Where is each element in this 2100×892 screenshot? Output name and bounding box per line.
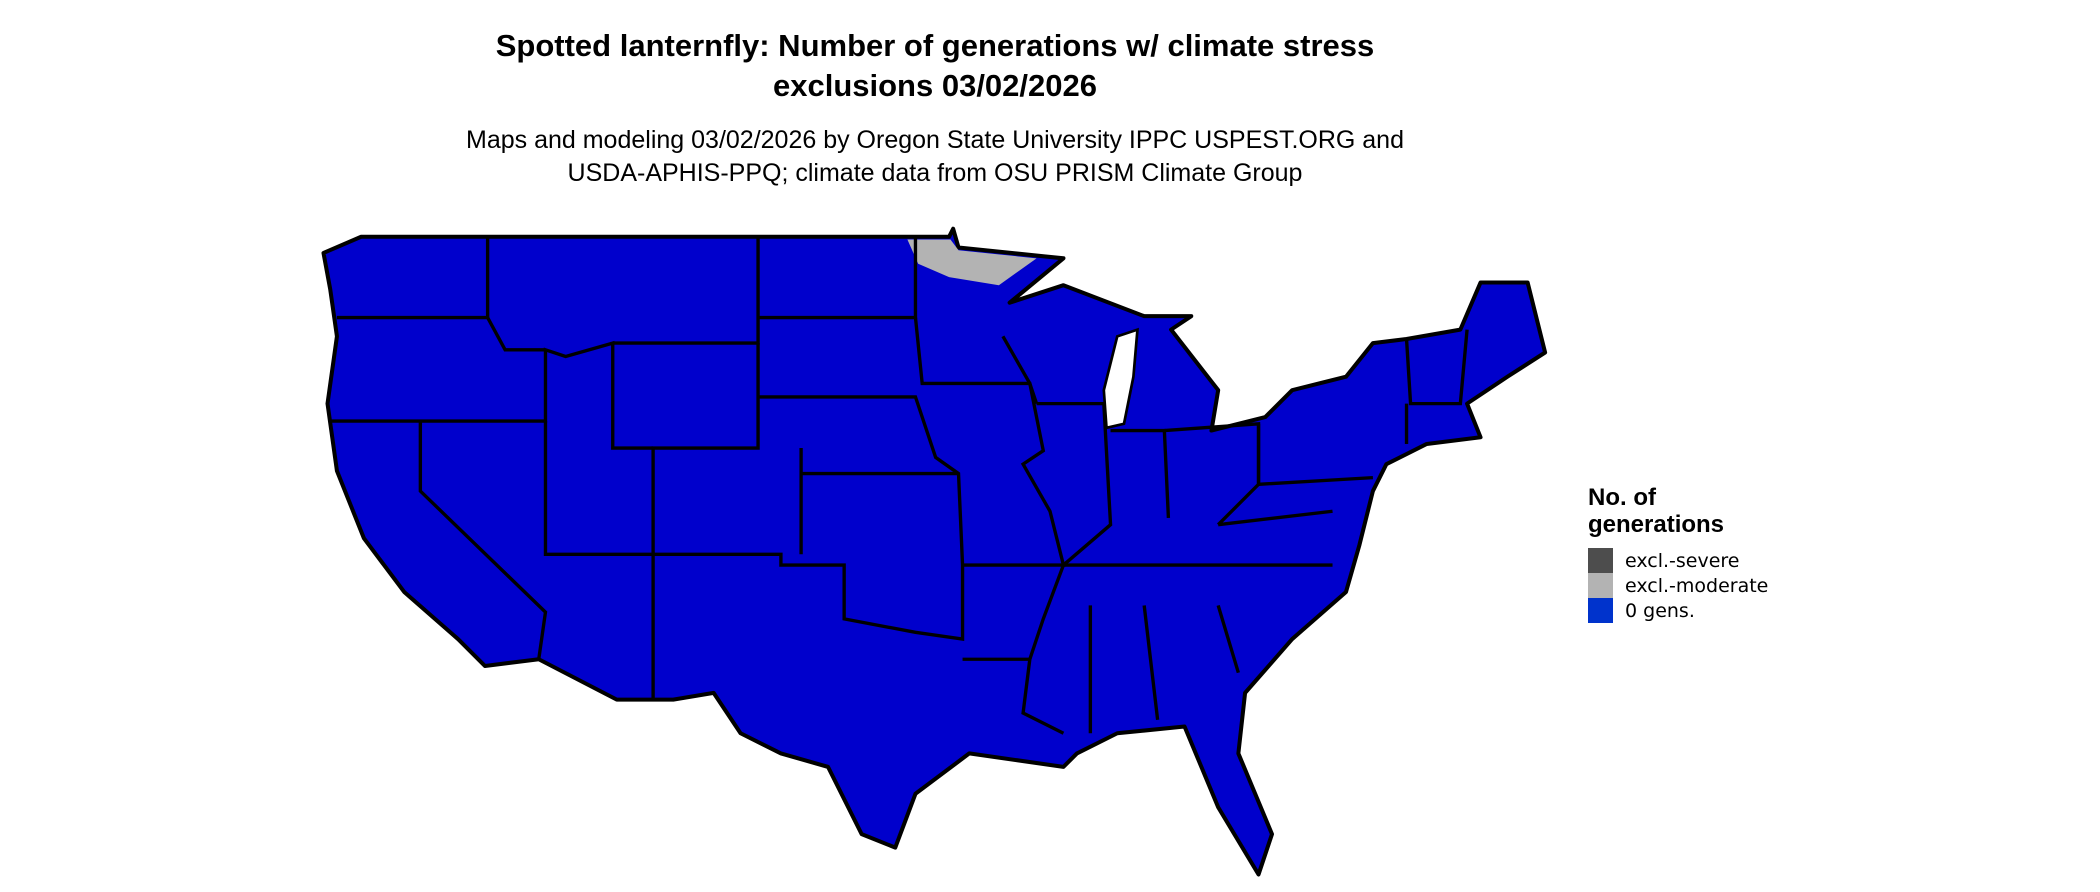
- lake-michigan: [1102, 327, 1139, 430]
- legend-swatch: [1588, 573, 1613, 598]
- legend-swatch: [1588, 548, 1613, 573]
- map-title: Spotted lanternfly: Number of generation…: [335, 26, 1535, 106]
- subtitle-line-1: Maps and modeling 03/02/2026 by Oregon S…: [466, 126, 1404, 154]
- legend-title-line-1: No. of: [1588, 484, 1656, 511]
- legend-item-excl-severe: excl.-severe: [1588, 548, 1768, 573]
- legend-title-line-2: generations: [1588, 511, 1725, 538]
- legend-label: 0 gens.: [1625, 599, 1695, 622]
- legend-swatch: [1588, 598, 1613, 623]
- legend-label: excl.-severe: [1625, 549, 1740, 572]
- legend-item-0-gens: 0 gens.: [1588, 598, 1768, 623]
- title-line-2: exclusions 03/02/2026: [772, 68, 1097, 103]
- title-line-1: Spotted lanternfly: Number of generation…: [495, 28, 1375, 63]
- conus-outline: [321, 226, 1548, 877]
- legend: No. of generations excl.-severe excl.-mo…: [1588, 484, 1768, 623]
- legend-label: excl.-moderate: [1625, 574, 1769, 597]
- map-subtitle: Maps and modeling 03/02/2026 by Oregon S…: [335, 124, 1535, 190]
- legend-title: No. of generations: [1588, 484, 1768, 538]
- subtitle-line-2: USDA-APHIS-PPQ; climate data from OSU PR…: [567, 159, 1303, 187]
- moderate-exclusion-area: [907, 239, 1037, 286]
- legend-item-excl-moderate: excl.-moderate: [1588, 573, 1768, 598]
- state-borders: [330, 236, 1469, 735]
